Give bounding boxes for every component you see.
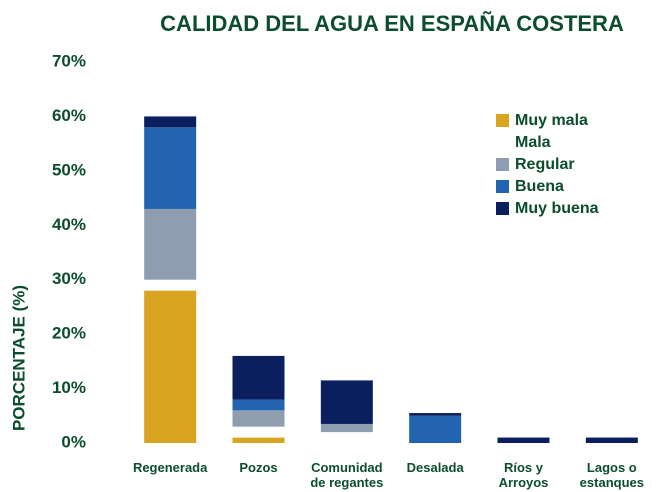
y-tick-label: 20% — [52, 324, 86, 343]
y-tick-label: 0% — [61, 432, 86, 451]
y-tick-label: 70% — [52, 51, 86, 70]
x-tick-label: Pozos — [239, 460, 278, 475]
bar-segment — [585, 437, 638, 443]
legend-swatch — [496, 136, 509, 149]
legend-label: Muy buena — [515, 200, 599, 217]
bar-segment — [409, 415, 462, 443]
chart-title: CALIDAD DEL AGUA EN ESPAÑA COSTERA — [160, 11, 624, 36]
bar-segment — [232, 410, 285, 427]
legend-label: Muy mala — [515, 112, 588, 129]
bar-segment — [232, 426, 285, 438]
bar-segment — [144, 127, 197, 209]
y-axis-label: PORCENTAJE (%) — [9, 285, 28, 431]
x-tick-label: Comunidad de regantes — [310, 460, 384, 490]
x-tick-label: Lagos o estanques — [579, 460, 644, 490]
y-tick-label: 60% — [52, 106, 86, 125]
bar-segment — [320, 380, 373, 424]
legend-label: Buena — [515, 178, 564, 195]
bar-segment — [320, 423, 373, 433]
legend-swatch — [496, 158, 509, 171]
bar-segment — [144, 116, 197, 128]
x-tick-label: Ríos y Arroyos — [498, 460, 549, 490]
legend-swatch — [496, 180, 509, 193]
bar-segment — [144, 290, 197, 443]
y-tick-label: 50% — [52, 160, 86, 179]
y-tick-label: 10% — [52, 378, 86, 397]
legend-label: Mala — [515, 134, 551, 151]
bar-segment — [232, 399, 285, 411]
bar-segment — [409, 413, 462, 416]
legend-swatch — [496, 202, 509, 215]
x-tick-label: Regenerada — [132, 460, 208, 475]
y-tick-label: 30% — [52, 269, 86, 288]
x-tick-label: Desalada — [406, 460, 464, 475]
bar-segment — [232, 437, 285, 443]
bar-segment — [497, 437, 550, 443]
legend-swatch — [496, 114, 509, 127]
y-tick-label: 40% — [52, 215, 86, 234]
bar-segment — [144, 279, 197, 291]
legend-label: Regular — [515, 156, 575, 173]
bar-segment — [232, 355, 285, 400]
bar-segment — [144, 208, 197, 280]
bar-segment — [320, 432, 373, 443]
